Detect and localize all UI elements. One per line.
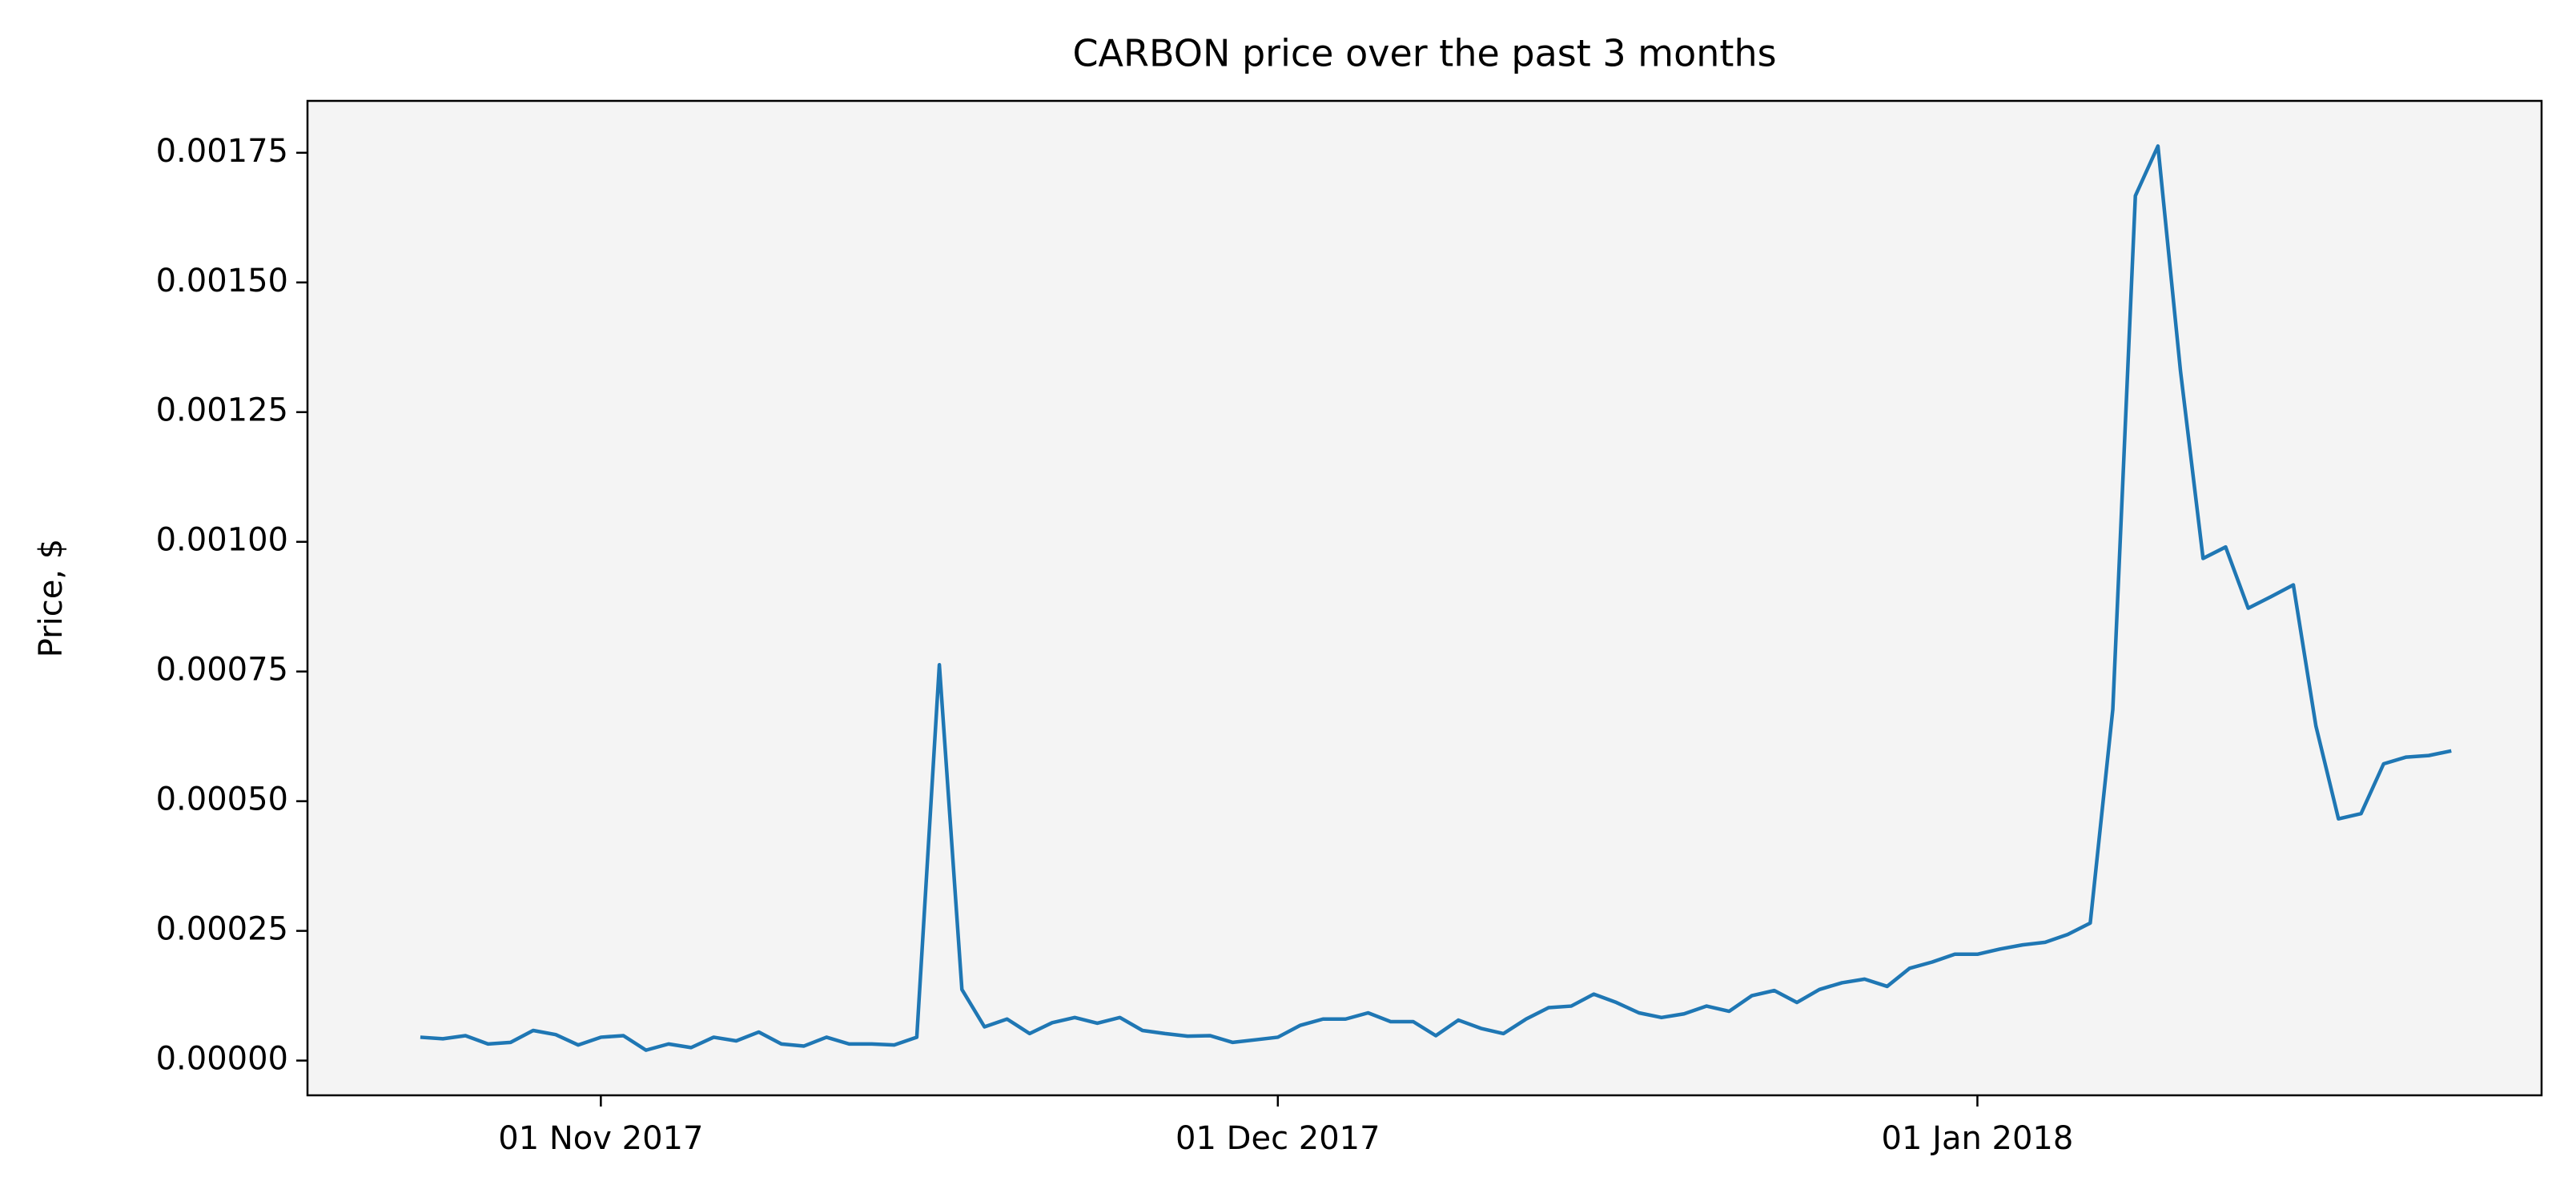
plot-area (307, 101, 2542, 1095)
y-tick-label: 0.00025 (156, 911, 288, 948)
y-tick-label: 0.00175 (156, 133, 288, 170)
y-tick-label: 0.00050 (156, 781, 288, 818)
y-tick-label: 0.00000 (156, 1041, 288, 1078)
y-tick-label: 0.00125 (156, 392, 288, 429)
y-axis-label: Price, $ (33, 539, 70, 657)
y-tick-label: 0.00075 (156, 652, 288, 689)
x-tick-label: 01 Jan 2018 (1882, 1120, 2074, 1157)
plot-frame (306, 99, 2543, 1097)
x-tick-label: 01 Nov 2017 (498, 1120, 703, 1157)
x-tick-label: 01 Dec 2017 (1175, 1120, 1380, 1157)
y-tick-label: 0.00100 (156, 522, 288, 559)
price-line (420, 144, 2452, 1052)
y-tick-label: 0.00150 (156, 263, 288, 299)
chart-title: CARBON price over the past 3 months (1072, 32, 1776, 75)
